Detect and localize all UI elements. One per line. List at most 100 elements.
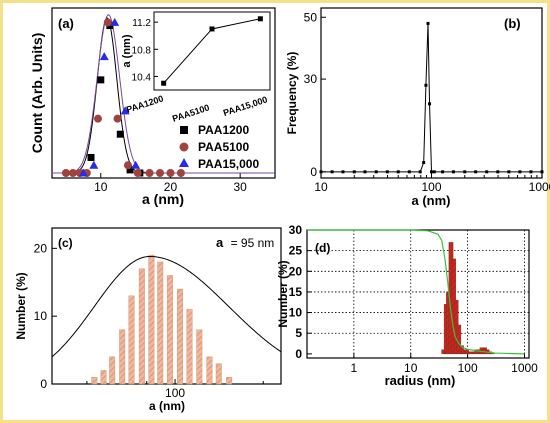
panel-a-point-paa5100 [123, 161, 132, 170]
panel-b-point [474, 170, 478, 174]
panel-b-y-tick-label: 50 [304, 10, 318, 24]
panel-a-point-paa5100 [68, 169, 77, 177]
panel-c-bar [215, 363, 222, 385]
legend-label-paa1200: PAA1200 [198, 123, 249, 137]
panel-d-xlabel: radius (nm) [385, 373, 456, 388]
panel-c-xlabel: a (nm) [149, 399, 185, 413]
panel-d-y-tick-label: 30 [289, 223, 303, 237]
panel-b-point [352, 170, 356, 174]
panel-a-point-paa1200 [126, 166, 134, 174]
panel-c-ylabel: Number (%) [14, 272, 28, 339]
panel-c-bar [148, 254, 155, 385]
panel-b-point [485, 170, 489, 174]
panel-a-label: (a) [58, 16, 74, 31]
panel-c-bar [138, 268, 145, 385]
panel-a-point-paa5100 [103, 18, 112, 27]
panel-d-grid [307, 230, 529, 358]
panel-d-label: (d) [315, 241, 330, 255]
panel-d-y-tick-label: 25 [289, 244, 303, 258]
panel-b-point [407, 170, 411, 174]
panel-b-point [330, 170, 334, 174]
panel-d-y-tick-label: 10 [289, 306, 303, 320]
panel-c-x-tick-label: 100 [165, 386, 185, 400]
panel-a-point-paa1200 [87, 153, 95, 161]
panel-a-point-paa15000 [99, 52, 109, 61]
panel-c-ticks: 100 0 10 20 [34, 241, 264, 400]
panel-a-point-paa5100 [113, 114, 122, 123]
panel-a-ylabel: Count (Arb. Units) [29, 33, 45, 154]
panel-a-point-paa15000 [110, 17, 120, 26]
panel-b-point [518, 170, 522, 174]
panel-d-plot-area [306, 229, 530, 359]
panel-a-point-paa5100 [166, 169, 175, 177]
panel-b-point [529, 170, 533, 174]
panel-a-x-tick-label: 20 [164, 180, 178, 194]
panel-d-y-tick-label: 5 [295, 326, 302, 340]
legend-marker-paa5100 [179, 142, 189, 152]
panel-b-xlabel: a (nm) [412, 193, 451, 208]
panel-a-point-paa1200 [97, 76, 105, 84]
panel-b-point [496, 170, 500, 174]
panel-b-point [426, 21, 430, 25]
panel-b-x-tick-label: 1000 [529, 180, 550, 194]
panel-c-y-tick-label: 20 [34, 241, 48, 255]
panel-d-x-tick-label: 1000 [511, 361, 538, 375]
panel-b-point [319, 170, 323, 174]
panel-c-y-tick-label: 10 [34, 309, 48, 323]
panel-d-ylabel: Number (%) [276, 260, 290, 327]
panel-a-point-paa15000 [131, 160, 141, 169]
panel-d-y-tick-label: 0 [295, 347, 302, 361]
panel-b-point [463, 170, 467, 174]
panel-b-point [396, 170, 400, 174]
panel-a-point-paa5100 [145, 169, 154, 177]
panel-a-point-paa1200 [116, 130, 124, 138]
panel-c-bar [91, 377, 98, 385]
panel-b-ylabel: Frequency (%) [285, 52, 299, 135]
panel-c-bar [128, 295, 135, 385]
panel-b-points [319, 21, 544, 174]
panel-d-x-tick-label: 1 [351, 361, 358, 375]
panel-a-point-paa5100 [93, 114, 102, 123]
panel-c-bar [119, 329, 126, 385]
panel-b-point [363, 170, 367, 174]
panel-c-annotation-symbol: a [216, 235, 224, 250]
inset-point [161, 80, 167, 86]
inset-points [161, 16, 263, 86]
panel-d-y-tick-label: 20 [289, 264, 303, 278]
panel-b-point [441, 170, 445, 174]
panel-c-bar [196, 329, 203, 385]
panel-b-point [341, 170, 345, 174]
panel-b-point [540, 170, 544, 174]
panel-a-x-tick-label: 30 [233, 180, 247, 194]
panel-b-y-tick-label: 30 [304, 72, 318, 86]
panel-d-bars [441, 242, 495, 355]
panel-b-label: (b) [504, 16, 521, 31]
panel-a-point-paa15000 [89, 160, 99, 169]
inset-y-tick-label: 11.2 [132, 18, 151, 29]
legend-label-paa5100: PAA5100 [198, 140, 249, 154]
panel-c-plot-area [51, 227, 282, 385]
legend-marker-paa1200 [180, 126, 188, 134]
panel-c-bars [91, 254, 233, 385]
panel-b-point [430, 170, 433, 174]
panel-a-point-paa15000 [78, 168, 88, 177]
panel-c-bar [109, 356, 116, 385]
panel-c-bar [177, 288, 184, 385]
panel-b-point [451, 170, 455, 174]
panel-b-point [424, 83, 428, 87]
panel-c: (c) a = 95 nm Number (%) a (nm) 100 0 10 20 [14, 227, 282, 413]
panel-c-annotation: a = 95 nm [216, 235, 274, 250]
panel-c-bar [226, 377, 233, 385]
panel-c-bar [157, 261, 164, 385]
panel-d: (d) Number (%) radius (nm) 1 10 100 1000051… [276, 223, 538, 388]
panel-c-y-tick-label: 0 [40, 377, 47, 391]
panel-d-x-tick-label: 100 [458, 361, 478, 375]
panel-a-x-tick-label: 10 [94, 180, 108, 194]
panel-a-xlabel: a (nm) [142, 191, 184, 207]
panel-b-ticks: 10 100 1000 0 30 50 [304, 10, 550, 194]
panel-b-point [507, 170, 511, 174]
panel-a-point-paa15000 [120, 106, 130, 115]
panel-a-data-points [61, 17, 185, 177]
inset-y-ticks: 10.4 10.8 11.2 [132, 18, 158, 83]
